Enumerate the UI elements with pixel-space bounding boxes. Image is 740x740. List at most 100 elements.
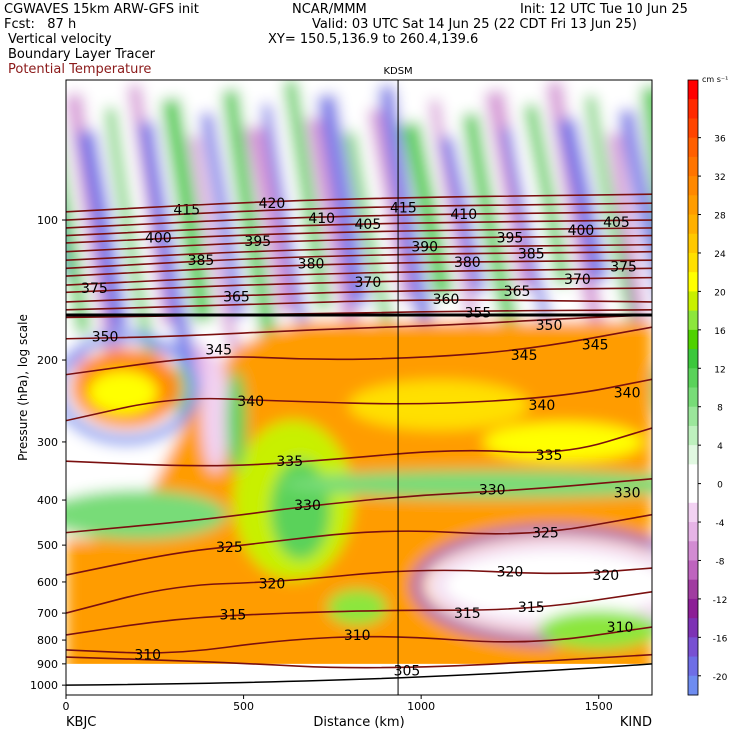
theta-label: 370 [355,275,382,291]
forecast-hour: Fcst: 87 h [4,17,77,32]
plot-frame [65,79,653,696]
theta-label: 360 [433,292,460,308]
colorbar-swatch [688,675,698,696]
colorbar-swatch [688,156,698,177]
theta-contour-395 [66,234,652,253]
colorbar-tick-label: 32 [714,173,725,183]
colorbar-swatch [688,310,698,331]
theta-label: 415 [173,203,200,219]
theta-contour-305 [66,653,652,669]
colorbar-tick-label: 36 [714,135,726,145]
theta-label: 340 [614,386,641,402]
theta-contour-360 [66,299,652,311]
theta-contour-335 [66,427,652,467]
x-start-station: KBJC [66,715,96,730]
x-tick-label: 1000 [407,700,435,713]
theta-label: 400 [568,223,595,239]
y-tick-label: 600 [37,576,58,589]
colorbar-tick-label: 0 [717,481,723,491]
colorbar-tick-label: 16 [714,327,726,337]
colorbar-swatch [688,502,698,523]
theta-label: 390 [411,239,438,255]
theta-contour-415 [66,202,652,221]
colorbar-tick-label: -8 [716,557,725,567]
station-marker-label: KDSM [383,66,412,77]
y-tick-label: 500 [37,539,58,552]
theta-label: 310 [344,628,371,644]
colorbar-swatch [688,291,698,312]
colorbar-swatch [688,80,698,100]
y-tick-label: 1000 [30,679,58,692]
theta-label: 325 [532,526,559,542]
field-potential-temperature: Potential Temperature [8,62,152,77]
terrain-line [66,663,652,686]
theta-label: 330 [479,483,506,499]
x-axis-label: Distance (km) [313,715,404,730]
colorbar-swatch [688,195,698,216]
colorbar-swatch [688,387,698,408]
theta-label: 315 [220,608,247,624]
colorbar-swatch [688,598,698,619]
theta-label: 320 [497,565,524,581]
y-tick-label: 100 [37,214,58,227]
theta-label: 410 [450,207,477,223]
colorbar-swatch [688,464,698,485]
colorbar-swatch [688,541,698,561]
theta-contour-365 [66,287,652,303]
colorbar-tick-label: -16 [713,634,728,644]
theta-label: 380 [298,256,325,272]
init-time: Init: 12 UTC Tue 10 Jun 25 [520,2,688,17]
theta-contour-370 [66,276,652,294]
theta-label: 330 [294,498,321,514]
theta-label: 320 [592,568,619,584]
theta-label: 385 [518,246,545,262]
theta-contour-340 [66,378,652,422]
valid-time: Valid: 03 UTC Sat 14 Jun 25 (22 CDT Fri … [312,17,637,32]
theta-label: 375 [610,260,637,276]
theta-label: 400 [145,230,172,246]
y-tick-label: 700 [37,607,58,620]
colorbar-swatch [688,176,698,196]
colorbar-tick-label: -20 [713,673,728,683]
colorbar-swatch [688,252,698,273]
y-tick-label: 300 [37,436,58,449]
colorbar-tick-label: 20 [714,288,726,298]
colorbar-tick-label: 12 [714,365,725,375]
colorbar-swatch [688,272,698,292]
theta-contour-390 [66,243,652,261]
theta-label: 305 [394,663,421,679]
colorbar-tick-label: -4 [716,519,725,529]
colorbar-swatch [688,425,698,446]
theta-contour-350 [66,314,652,340]
theta-contour-325 [66,513,652,576]
source-label: NCAR/MMM [292,2,367,17]
axes: KDSM 100 200 300 400 500 600 700 800 900 1000 0 500 1… [16,66,653,730]
colorbar: 36 32 28 24 20 16 12 8 4 0 -4 -8 -12 -16 -20 cm s⁻¹ [687,75,728,696]
colorbar-swatch [688,445,698,465]
theta-label: 340 [529,398,556,414]
colorbar-swatch [688,214,698,235]
theta-label: 335 [276,454,303,470]
colorbar-swatch [688,233,698,254]
theta-label: 310 [607,620,634,636]
colorbar-swatch [688,656,698,677]
y-axis-label: Pressure (hPa), log scale [16,314,30,461]
colorbar-tick-label: 28 [714,212,726,222]
colorbar-unit: cm s⁻¹ [702,75,728,84]
colorbar-swatch [688,368,698,388]
theta-label: 370 [564,272,591,288]
theta-label: 330 [614,485,641,501]
theta-label: 395 [244,234,271,250]
colorbar-swatch [688,99,698,119]
colorbar-swatch [688,329,698,350]
colorbar-swatch [688,560,698,581]
colorbar-swatch [688,349,698,369]
colorbar-swatch [688,637,698,658]
colorbar-swatch [688,579,698,600]
theta-contour-405 [66,219,652,237]
theta-label: 405 [355,217,382,233]
theta-contour-410 [66,210,652,229]
colorbar-tick-label: 24 [714,250,726,260]
theta-contour-385 [66,250,652,270]
